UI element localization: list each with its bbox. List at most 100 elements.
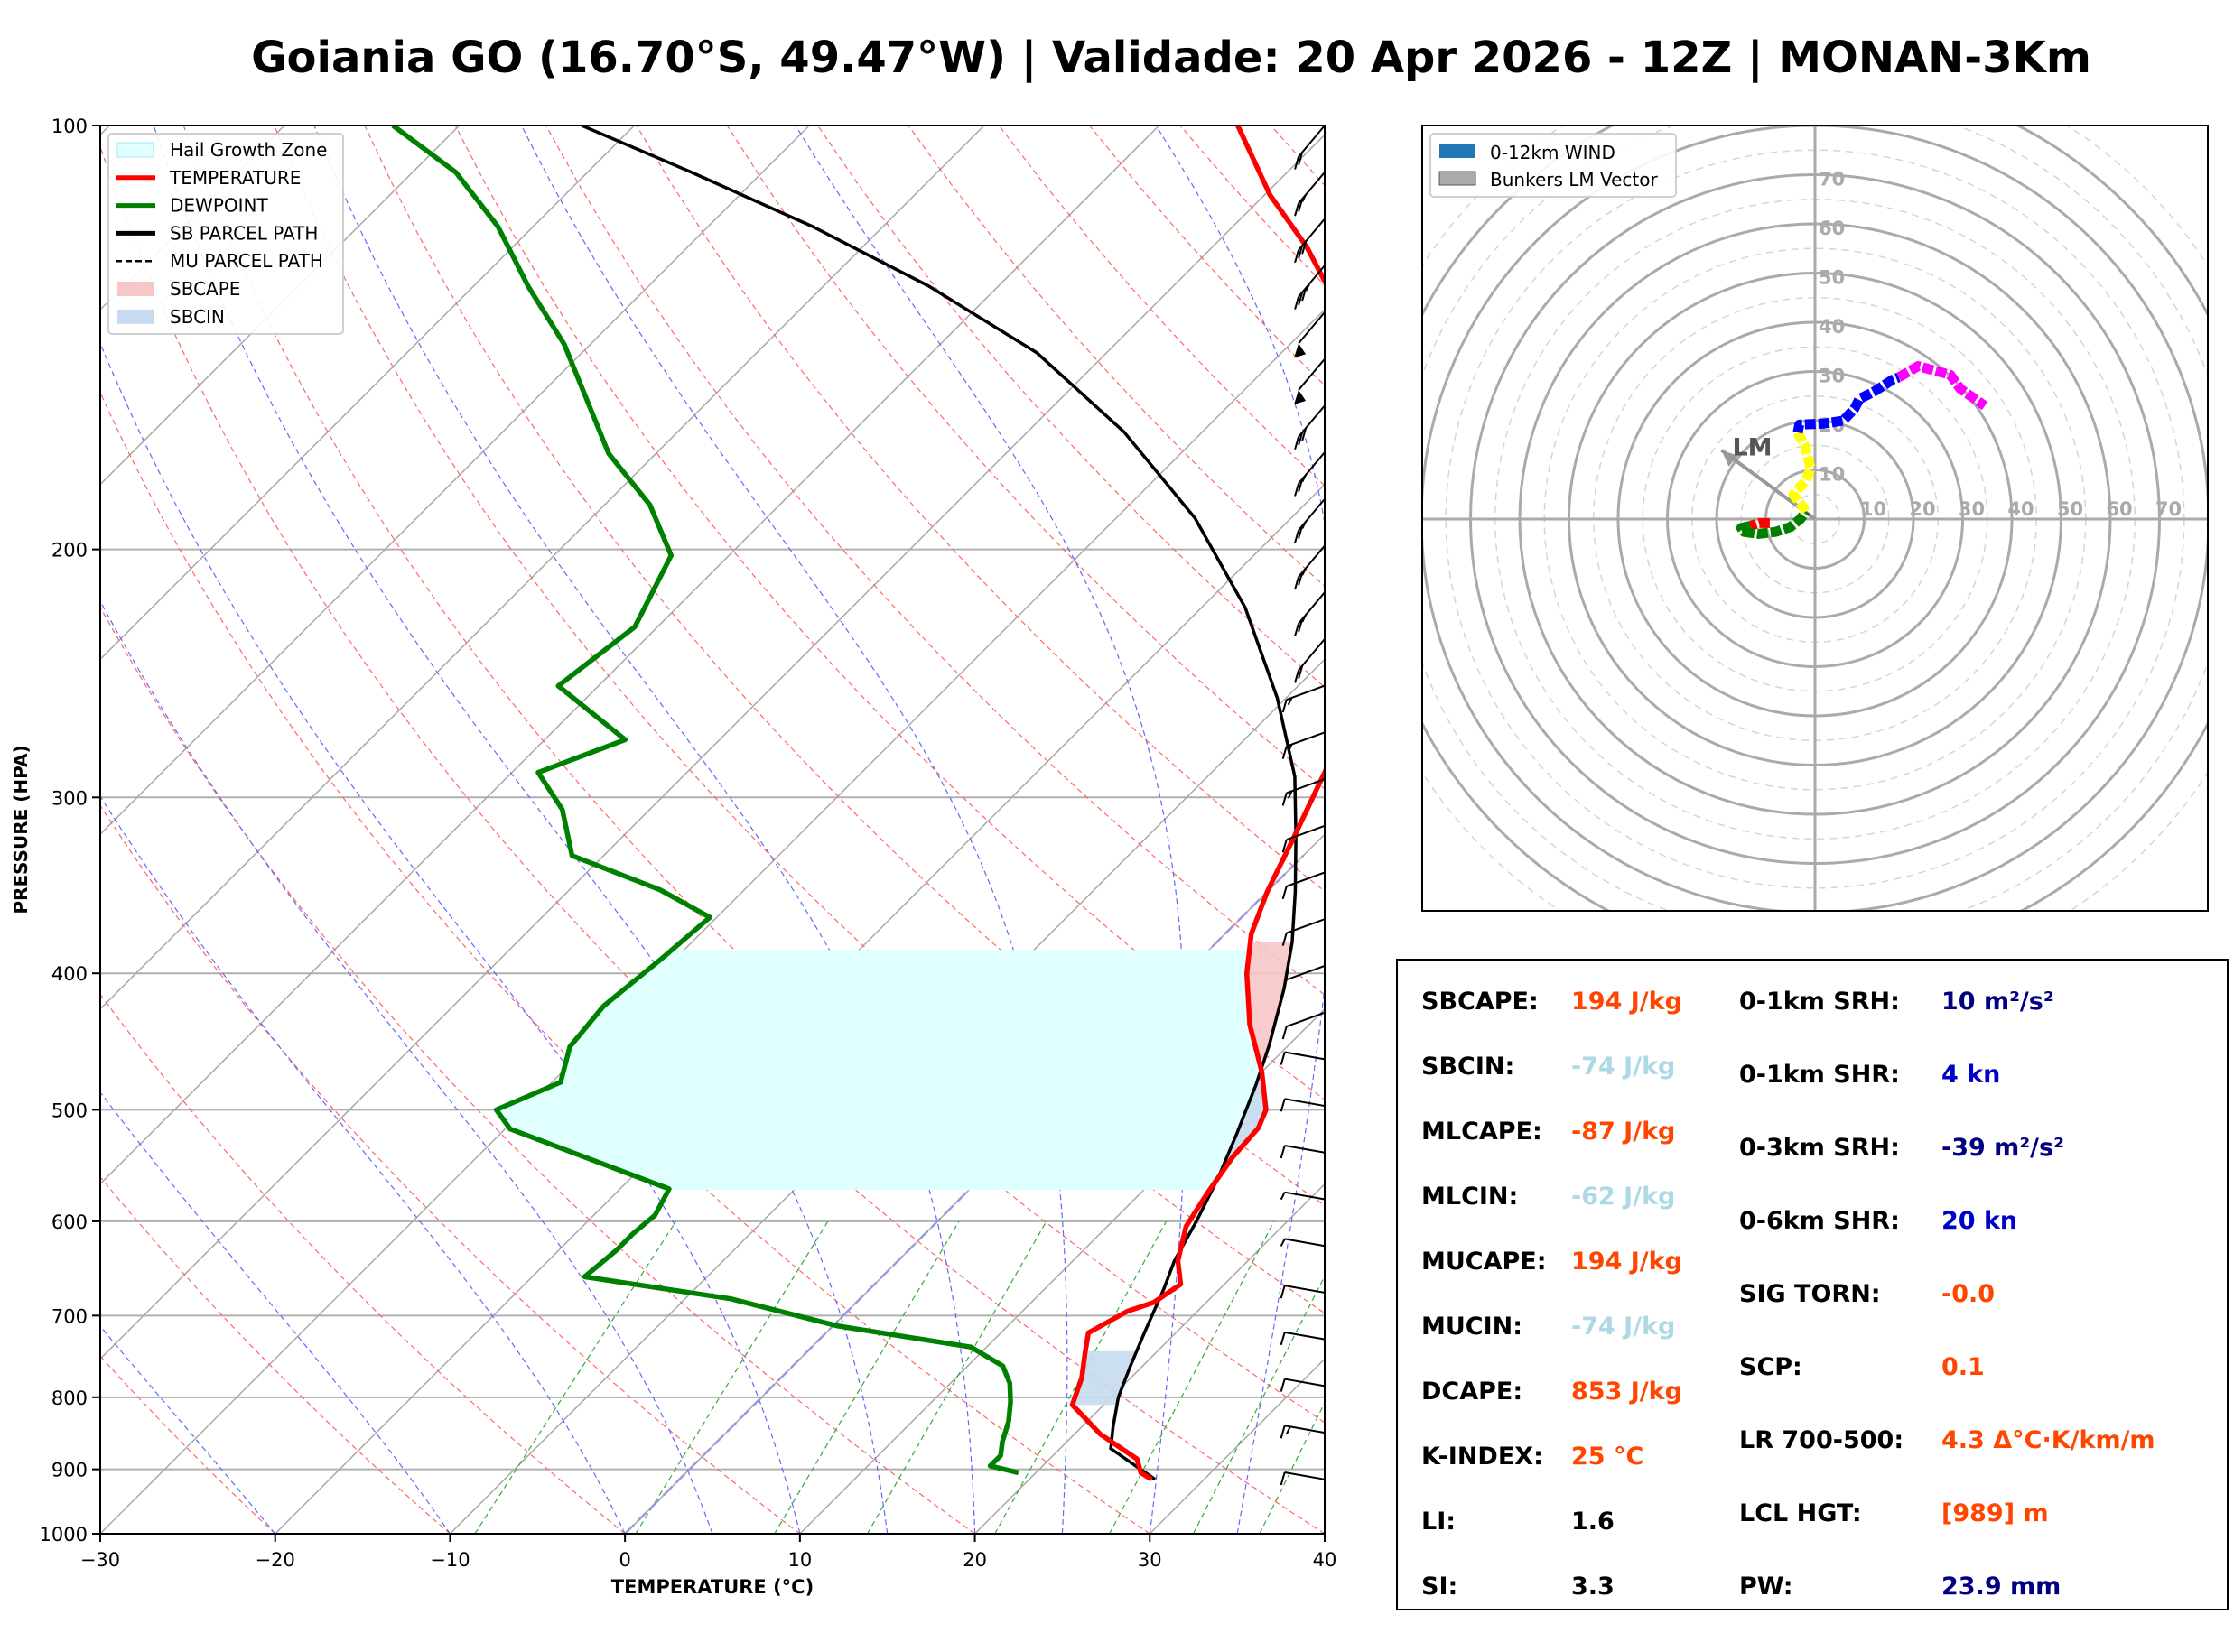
barb-flag (1298, 152, 1304, 165)
barb-flag (1298, 245, 1304, 259)
isotherm (275, 483, 1325, 1534)
barb-staff (1298, 357, 1326, 391)
barb-staff (1284, 1098, 1326, 1108)
barb-flag (1280, 1471, 1286, 1486)
wind-barb (1294, 218, 1326, 264)
dry-adiabat (100, 391, 1150, 1534)
sb-parcel-path (581, 125, 1298, 1481)
barb-staff (1298, 404, 1326, 438)
moist-adiabat (1155, 125, 1325, 1534)
legend-swatch (117, 282, 154, 296)
barb-flag (1294, 529, 1300, 543)
param-label: SCP: (1739, 1353, 1802, 1381)
barb-flag (1294, 483, 1300, 497)
param-value: -74 J/kg (1571, 1313, 1676, 1341)
y-tick-label: 300 (51, 787, 88, 809)
barb-flag (1298, 432, 1304, 446)
legend-label: SBCIN (170, 306, 225, 328)
param-label: LI: (1421, 1508, 1457, 1536)
barb-staff (1284, 1331, 1326, 1341)
barb-staff (1284, 1051, 1326, 1061)
barb-staff (1298, 218, 1326, 251)
barb-staff (1286, 1011, 1326, 1027)
barb-staff (1286, 778, 1326, 794)
isotherm (100, 134, 1325, 1360)
wind-barb (1280, 1378, 1326, 1392)
wind-barb (1294, 125, 1326, 170)
barb-pennant (1294, 343, 1307, 358)
barb-flag (1294, 623, 1300, 636)
param-label: 0-1km SRH: (1739, 988, 1900, 1016)
mixing-ratio-line (635, 1220, 829, 1534)
wind-barb (1281, 684, 1326, 713)
moist-adiabat (520, 125, 1068, 1534)
barb-staff (1298, 451, 1326, 485)
barb-flag (1294, 156, 1300, 170)
barb-flag (1298, 478, 1304, 492)
param-value: -87 J/kg (1571, 1118, 1676, 1146)
isotherm (100, 308, 1325, 1534)
barb-flag (1287, 697, 1293, 706)
barb-staff (1286, 964, 1326, 981)
param-label: SBCIN: (1421, 1053, 1515, 1081)
mixing-ratio-line (1259, 1401, 1325, 1534)
legend-label: DEWPOINT (170, 195, 268, 217)
wind-barb (1281, 778, 1326, 806)
dry-adiabat (182, 125, 1325, 1424)
barb-staff (1286, 684, 1326, 701)
barb-staff (1286, 871, 1326, 887)
barb-flag (1294, 436, 1300, 450)
legend-label: MU PARCEL PATH (170, 250, 323, 272)
moist-adiabat (313, 125, 976, 1534)
isotherm (100, 125, 985, 1010)
wind-barb (1294, 498, 1326, 543)
wind-barb (1281, 871, 1326, 900)
y-tick-label: 700 (51, 1305, 88, 1327)
legend-label: Hail Growth Zone (170, 139, 327, 161)
mixing-ratio-line (866, 1220, 1047, 1534)
barb-flag (1280, 1378, 1286, 1392)
wind-barb (1280, 1425, 1326, 1439)
wind-barb (1281, 918, 1326, 946)
mixing-ratio-line (994, 1220, 1168, 1534)
barb-flag (1281, 839, 1288, 853)
barb-staff (1298, 125, 1326, 158)
param-value: 20 kn (1941, 1207, 2018, 1235)
dry-adiabat (545, 125, 1325, 996)
sbcape-area (1246, 942, 1292, 1059)
x-tick-label: 0 (619, 1549, 630, 1571)
barb-flag (1298, 665, 1304, 679)
dry-adiabat (100, 1175, 451, 1534)
barb-flag (1281, 886, 1288, 900)
barb-staff (1298, 591, 1326, 625)
barb-flag (1280, 1098, 1286, 1112)
barb-flag (1301, 474, 1308, 483)
wind-barb (1294, 638, 1326, 683)
hail-growth-zone (496, 950, 1266, 1191)
wind-barb (1280, 1285, 1326, 1299)
wind-barb (1280, 1331, 1326, 1346)
param-value: 10 m²/s² (1941, 988, 2054, 1016)
wind-barb (1280, 1191, 1326, 1201)
param-label: 0-1km SHR: (1739, 1061, 1900, 1089)
barb-flag (1298, 199, 1304, 212)
param-label: MUCAPE: (1421, 1248, 1547, 1276)
barb-flag (1294, 296, 1300, 310)
isotherm (449, 658, 1325, 1534)
barb-staff (1298, 311, 1326, 344)
param-label: SI: (1421, 1573, 1458, 1601)
chart-title: Goiania GO (16.70°S, 49.47°W) | Validade… (251, 32, 2091, 83)
barb-flag (1301, 240, 1308, 255)
barb-flag (1280, 1052, 1286, 1065)
barb-flag (1298, 525, 1304, 539)
param-label: MLCAPE: (1421, 1118, 1542, 1146)
barb-flag (1301, 614, 1308, 623)
barb-flag (1301, 521, 1308, 530)
y-axis-label: PRESSURE (HPA) (10, 745, 32, 914)
parameters-panel: SBCAPE: 194 J/kg SBCIN: -74 J/kg MLCAPE: -87 … (1396, 959, 2229, 1610)
barb-flag (1281, 793, 1288, 806)
barb-staff (1284, 1144, 1326, 1154)
param-value: -39 m²/s² (1941, 1134, 2064, 1162)
barb-flag (1301, 194, 1308, 202)
